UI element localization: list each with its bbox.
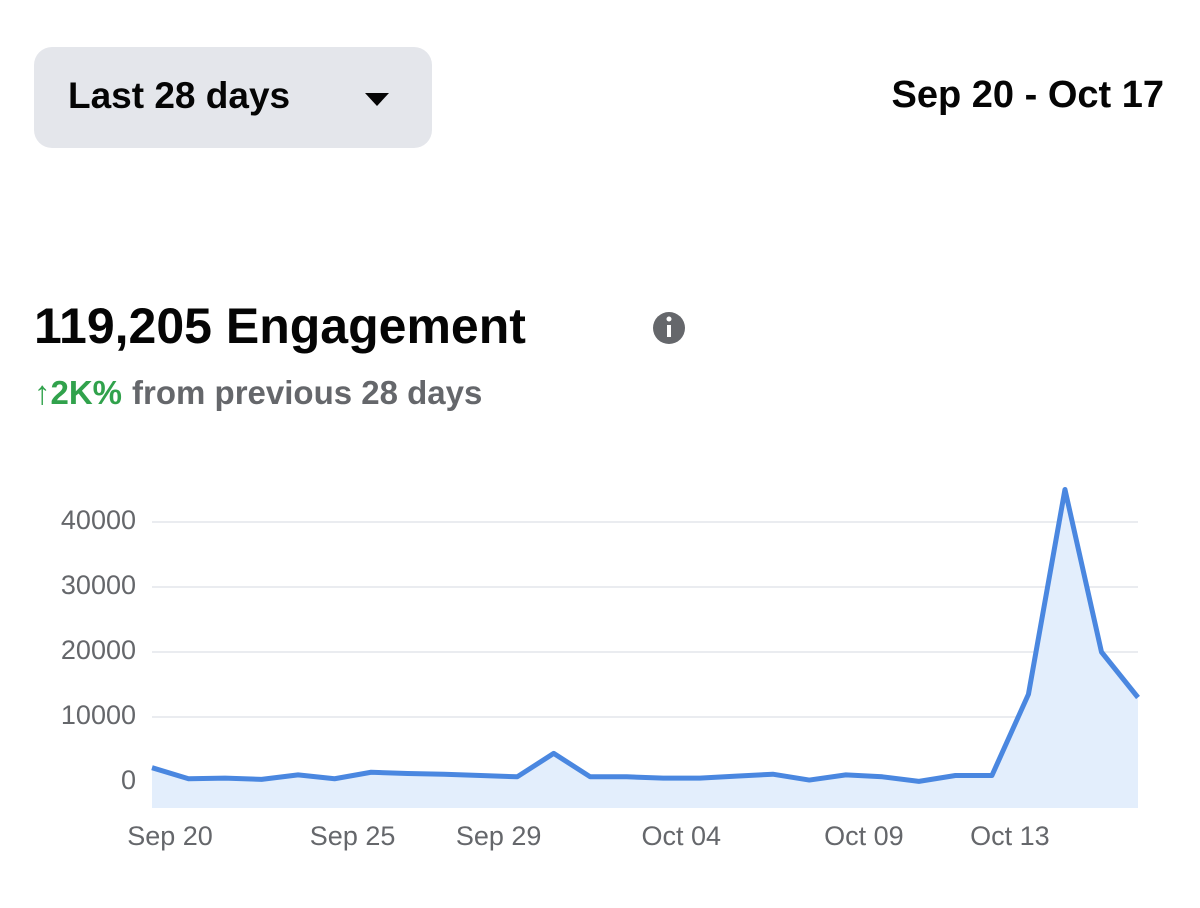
dropdown-caret[interactable] xyxy=(365,93,389,106)
info-dot[interactable] xyxy=(666,316,672,322)
range-dropdown[interactable]: Last 28 days xyxy=(34,47,432,148)
info-icon[interactable] xyxy=(653,312,685,344)
metric-change: ↑2K% xyxy=(34,374,122,411)
y-tick-label: 10000 xyxy=(61,700,136,730)
x-tick-label: Sep 25 xyxy=(310,821,396,851)
x-tick-label: Sep 29 xyxy=(456,821,542,851)
x-tick-label: Oct 13 xyxy=(970,821,1050,851)
metric-comparison: from previous 28 days xyxy=(132,374,482,411)
y-tick-label: 0 xyxy=(121,765,136,795)
x-tick-label: Oct 04 xyxy=(641,821,721,851)
metric-title: 119,205 Engagement xyxy=(34,298,526,354)
area xyxy=(152,489,1138,808)
y-tick-label: 20000 xyxy=(61,635,136,665)
info-stem[interactable] xyxy=(667,325,671,337)
dropdown-background[interactable] xyxy=(34,47,432,148)
line xyxy=(151,487,1140,784)
chart: 0 10000 20000 30000 40000 Sep 20 Sep 25 Sep 29 O… xyxy=(61,487,1140,851)
x-tick-label: Oct 09 xyxy=(824,821,904,851)
metric-change-line: ↑2K% from previous 28 days xyxy=(34,374,482,411)
y-tick-label: 40000 xyxy=(61,505,136,535)
date-range: Sep 20 - Oct 17 xyxy=(892,74,1164,116)
dropdown-label[interactable]: Last 28 days xyxy=(68,75,290,116)
y-tick-label: 30000 xyxy=(61,570,136,600)
x-tick-label: Sep 20 xyxy=(127,821,213,851)
